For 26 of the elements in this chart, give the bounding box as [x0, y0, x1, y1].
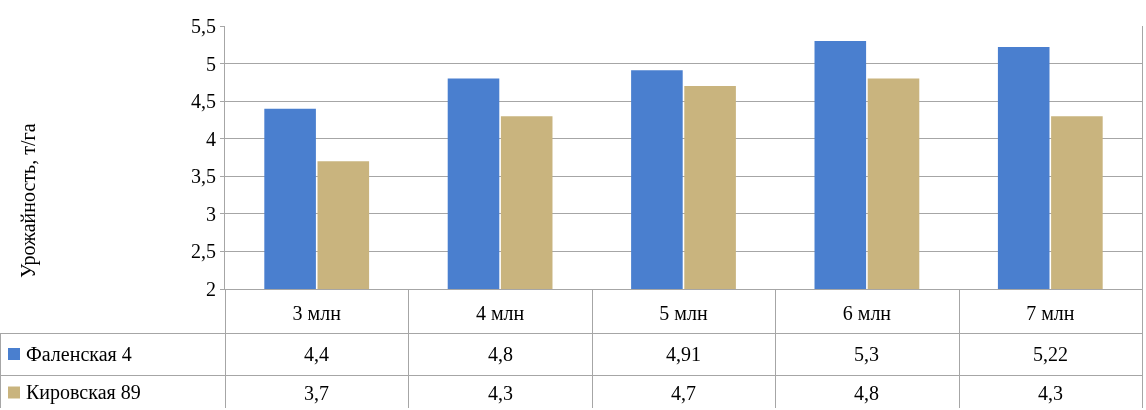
- data-label: 4,8: [854, 382, 879, 404]
- data-label: 3,7: [304, 382, 329, 404]
- data-label: 4,3: [488, 382, 513, 404]
- legend-label: Фаленская 4: [26, 343, 132, 365]
- data-label: 4,3: [1038, 382, 1063, 404]
- legend-label: Кировская 89: [26, 381, 141, 404]
- data-label: 4,4: [304, 343, 329, 365]
- data-label: 4,91: [666, 343, 701, 365]
- x-tick-label: 3 млн: [292, 302, 342, 324]
- x-tick-label: 6 млн: [842, 302, 892, 324]
- y-tick-label: 3,5: [191, 165, 216, 188]
- data-label: 4,7: [671, 382, 696, 404]
- y-tick-label: 3: [206, 202, 216, 225]
- text: Урожайность, т/га: [17, 123, 40, 278]
- x-tick-label: 5 млн: [659, 302, 708, 324]
- y-tick-label: 2,5: [191, 240, 216, 263]
- data-label: 5,3: [854, 343, 879, 365]
- y-tick-label: 4,5: [191, 90, 216, 113]
- x-tick-label: 4 млн: [475, 302, 525, 324]
- y-tick-label: 4: [206, 127, 216, 150]
- data-label: 4,8: [488, 343, 513, 365]
- data-label: 5,22: [1033, 343, 1068, 365]
- y-tick-label: 5,5: [191, 15, 216, 37]
- x-tick-label: 7 млн: [1026, 302, 1075, 324]
- y-tick-label: 2: [206, 278, 216, 300]
- y-tick-label: 5: [206, 52, 216, 75]
